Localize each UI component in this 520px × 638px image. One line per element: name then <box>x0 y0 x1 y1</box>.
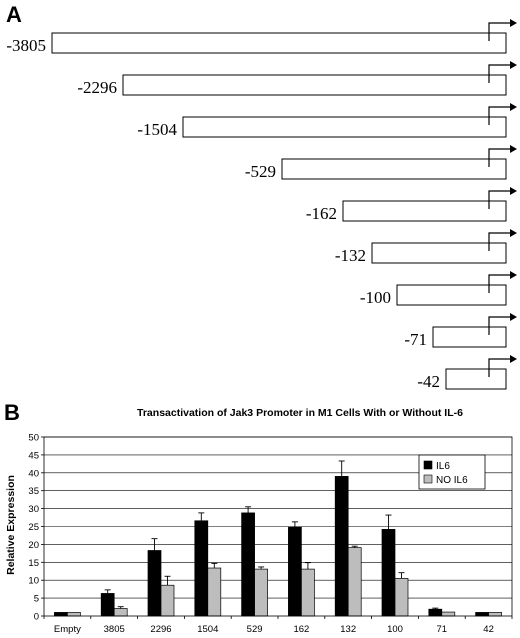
construct-label: -2296 <box>77 78 117 97</box>
arrow-head <box>510 19 517 27</box>
y-tick-label: 50 <box>28 433 39 444</box>
plot-frame <box>43 436 513 617</box>
bar <box>394 578 409 617</box>
x-tick-label: 3805 <box>104 624 125 635</box>
construct-label: -162 <box>306 204 337 223</box>
bar <box>381 529 396 617</box>
promoter-constructs: -3805 -2296 -1504 -529 -162 -132 -100 -71 -42 <box>6 19 517 391</box>
y-tick-label: 35 <box>28 486 39 497</box>
bar <box>488 612 502 617</box>
y-tick-label: 20 <box>28 540 39 551</box>
x-tick-label: 162 <box>293 624 309 635</box>
arrow-head <box>510 271 517 279</box>
x-tick-label: 132 <box>340 624 356 635</box>
tss-arrow <box>488 358 510 377</box>
arrow-head <box>510 103 517 111</box>
chart-title: Transactivation of Jak3 Promoter in M1 C… <box>137 407 463 419</box>
legend: IL6 NO IL6 <box>418 454 486 490</box>
y-tick-label: 45 <box>28 450 39 461</box>
bar <box>254 568 268 617</box>
tss-arrow <box>488 274 510 293</box>
y-tick-label: 25 <box>28 522 39 533</box>
arrow-head <box>510 145 517 153</box>
tss-arrow <box>488 190 510 209</box>
bars <box>54 460 502 617</box>
bar <box>113 608 128 617</box>
legend-swatch <box>423 460 433 470</box>
legend-label: NO IL6 <box>436 475 468 486</box>
arrow-head <box>510 61 517 69</box>
construct-label: -71 <box>404 330 427 349</box>
arrow-head <box>510 355 517 363</box>
y-tick-label: 0 <box>34 612 39 623</box>
bar <box>428 608 443 617</box>
panel-b-label: B <box>4 400 20 425</box>
y-tick-label: 5 <box>34 594 39 605</box>
construct-label: -1504 <box>137 120 177 139</box>
construct-label: -3805 <box>6 36 46 55</box>
y-tick-label: 10 <box>28 576 39 587</box>
legend-swatch <box>423 474 433 484</box>
construct-box <box>396 284 507 306</box>
bar <box>288 526 302 617</box>
construct-box <box>371 242 507 264</box>
x-axis-ticks: Empty 3805 2296 1504 529 162 132 100 71 42 <box>43 616 513 635</box>
tss-arrow <box>488 148 510 167</box>
y-tick-label: 15 <box>28 558 39 569</box>
tss-arrow <box>488 316 510 335</box>
bar <box>334 476 349 617</box>
legend-box <box>418 454 486 490</box>
x-tick-label: 2296 <box>150 624 171 635</box>
y-tick-label: 30 <box>28 504 39 515</box>
construct-box <box>281 158 507 180</box>
construct-label: -529 <box>245 162 276 181</box>
construct-box <box>342 200 507 222</box>
y-tick-label: 40 <box>28 468 39 479</box>
construct-box <box>445 368 507 390</box>
construct-box <box>51 32 507 54</box>
tss-arrow <box>488 232 510 251</box>
bar <box>147 550 162 617</box>
arrow-head <box>510 229 517 237</box>
bar <box>67 612 81 617</box>
construct-label: -42 <box>417 372 440 391</box>
bar <box>241 512 255 617</box>
x-tick-label: Empty <box>54 624 81 635</box>
bar <box>475 612 489 617</box>
x-tick-label: 42 <box>483 624 494 635</box>
tss-arrow <box>488 106 510 125</box>
y-axis-ticks: 0 5 10 15 20 25 30 35 40 45 50 <box>28 433 44 623</box>
construct-box <box>432 326 507 348</box>
x-tick-label: 71 <box>437 624 448 635</box>
axes <box>43 436 513 617</box>
x-tick-label: 529 <box>247 624 263 635</box>
tss-arrow <box>488 64 510 83</box>
bar <box>194 520 209 617</box>
x-tick-label: 1504 <box>197 624 218 635</box>
construct-label: -100 <box>360 288 391 307</box>
panel-a-label: A <box>6 2 22 27</box>
x-tick-label: 100 <box>387 624 403 635</box>
bar <box>207 567 222 617</box>
construct-box <box>182 116 507 138</box>
bar <box>441 611 456 617</box>
legend-label: IL6 <box>436 461 450 472</box>
bar <box>160 584 175 617</box>
bar <box>347 547 362 617</box>
construct-box <box>122 74 507 96</box>
arrow-head <box>510 187 517 195</box>
bar <box>100 593 115 617</box>
bar <box>301 568 315 617</box>
y-axis-label: Relative Expression <box>5 475 17 575</box>
construct-label: -132 <box>335 246 366 265</box>
tss-arrow <box>488 22 510 41</box>
bar <box>54 612 68 617</box>
arrow-head <box>510 313 517 321</box>
